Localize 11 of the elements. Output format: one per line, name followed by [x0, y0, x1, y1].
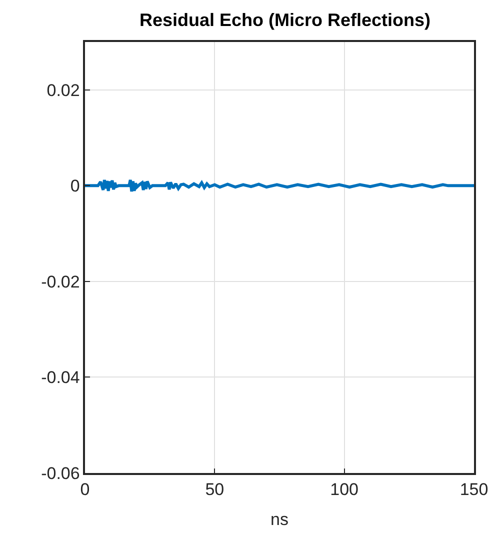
x-tick-label: 100 — [330, 480, 359, 500]
y-tick-label: 0.02 — [46, 80, 80, 100]
x-tick-label: 50 — [205, 480, 224, 500]
x-tick-label: 150 — [460, 480, 488, 500]
y-tick-label: 0 — [70, 176, 80, 196]
y-tick-label: -0.02 — [41, 272, 80, 292]
x-axis-title: ns — [270, 510, 288, 530]
chart-title: Residual Echo (Micro Reflections) — [139, 10, 431, 30]
line-series — [85, 178, 474, 193]
y-tick-label: -0.06 — [41, 464, 80, 483]
y-tick-label: -0.04 — [41, 368, 80, 388]
